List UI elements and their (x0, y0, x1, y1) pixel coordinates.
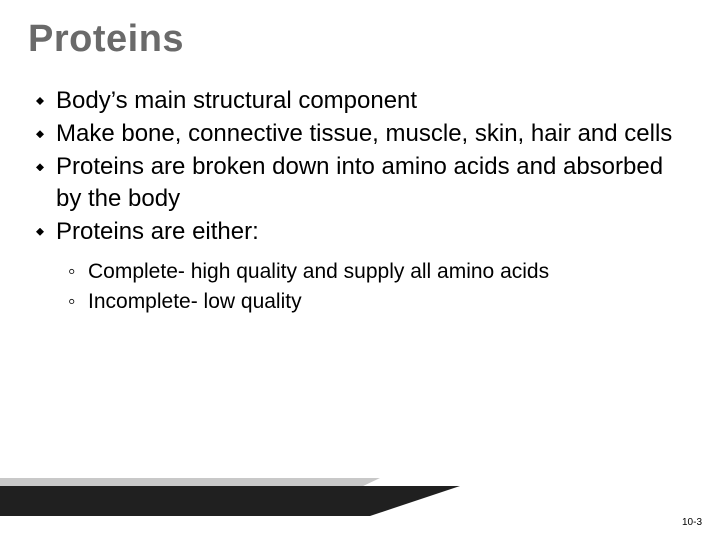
sub-bullet-item: Incomplete- low quality (68, 287, 692, 317)
bullet-item: Make bone, connective tissue, muscle, sk… (36, 118, 692, 149)
slide-title: Proteins (28, 18, 692, 61)
sub-bullet-item: Complete- high quality and supply all am… (68, 257, 692, 287)
slide-decoration (0, 456, 460, 516)
main-bullet-list: Body’s main structural component Make bo… (28, 85, 692, 247)
bullet-item: Proteins are broken down into amino acid… (36, 151, 692, 213)
sub-bullet-list: Complete- high quality and supply all am… (28, 257, 692, 318)
slide: Proteins Body’s main structural componen… (0, 0, 720, 540)
page-number: 10-3 (682, 517, 702, 528)
decor-dark-shape (0, 486, 460, 516)
bullet-item: Body’s main structural component (36, 85, 692, 116)
decor-light-shape (0, 478, 380, 516)
bullet-item: Proteins are either: (36, 216, 692, 247)
